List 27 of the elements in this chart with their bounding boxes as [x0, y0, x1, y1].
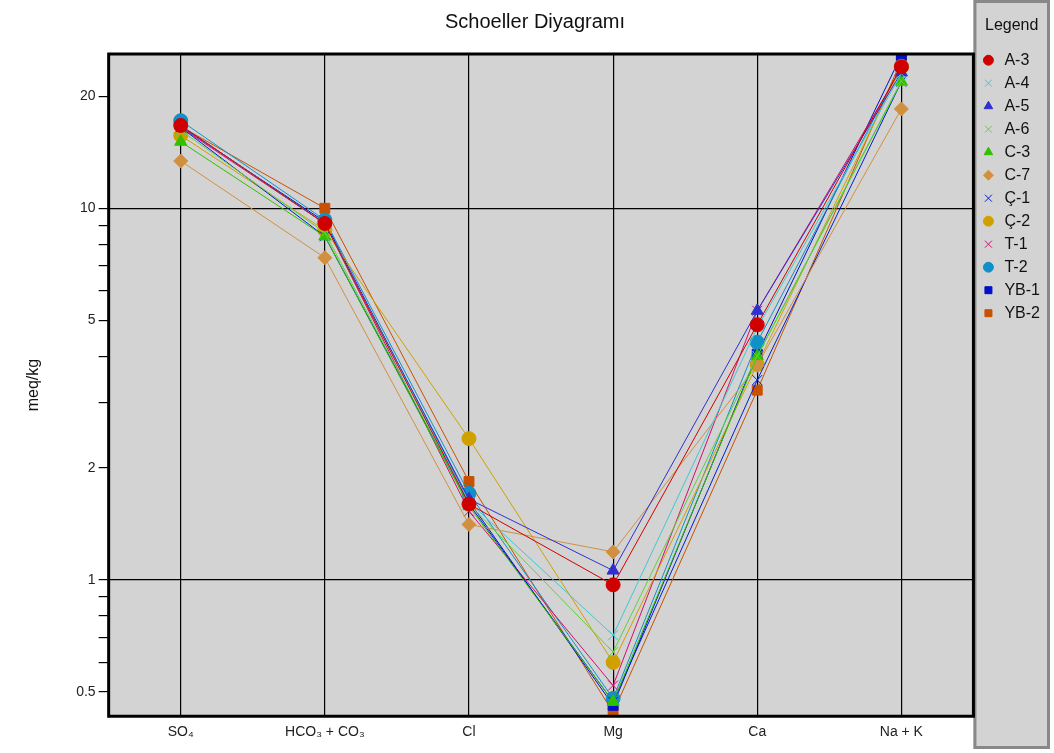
legend-label: Ç-1: [1004, 188, 1031, 206]
y-tick-label: 10: [80, 199, 96, 216]
y-tick-label: 5: [87, 311, 96, 327]
legend-label: A-3: [1004, 50, 1030, 68]
legend-label: C-3: [1004, 142, 1031, 160]
legend-label: C-7: [1004, 165, 1031, 183]
x-tick-label: Mg: [603, 723, 623, 740]
y-tick-label: 2: [87, 458, 96, 475]
x-tick-label: HCO₃ + CO₃: [285, 723, 365, 740]
y-tick-label: 0.5: [76, 682, 96, 699]
legend-label: A-6: [1004, 119, 1030, 137]
legend-label: YB-1: [1004, 280, 1041, 298]
legend-label: A-5: [1004, 96, 1030, 114]
legend-title: Legend: [985, 16, 1039, 34]
chart-title: Schoeller Diyagramı: [444, 9, 626, 32]
y-tick-label: 20: [80, 87, 96, 104]
y-axis-title: meq/kg: [24, 358, 42, 412]
legend-label: Ç-2: [1004, 211, 1031, 229]
y-tick-label: 1: [87, 570, 96, 587]
legend-label: YB-2: [1004, 303, 1041, 321]
x-tick-label: Na + K: [879, 723, 924, 740]
x-tick-label: Ca: [748, 723, 767, 740]
legend-label: T-1: [1004, 234, 1028, 252]
legend-label: T-2: [1004, 257, 1028, 275]
legend-label: A-4: [1004, 73, 1030, 91]
x-tick-label: Cl: [462, 723, 476, 740]
x-tick-label: SO₄: [167, 723, 194, 740]
